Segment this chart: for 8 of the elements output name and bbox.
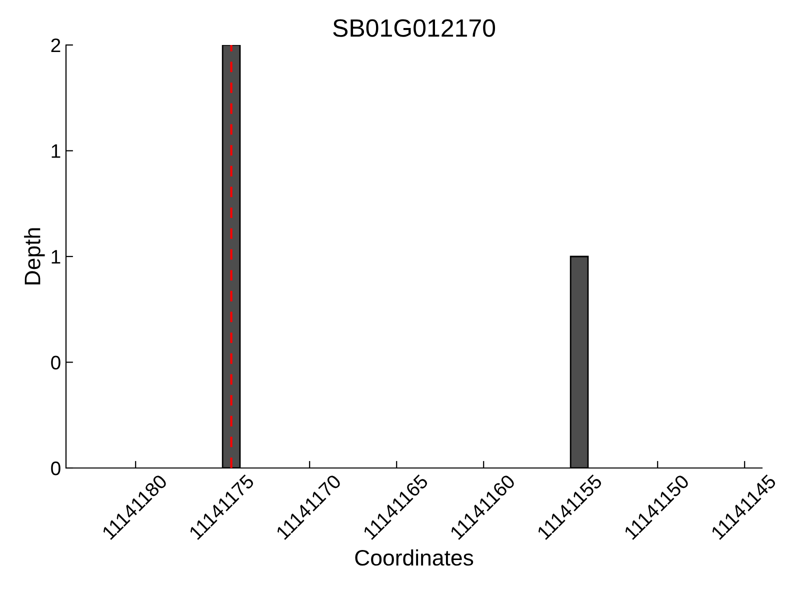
y-tick-label: 1 [52,250,60,264]
chart-title: SB01G012170 [333,19,496,37]
x-axis-title: Coordinates [355,549,474,566]
y-axis-title: Depth [24,228,45,284]
y-tick-label: 0 [51,461,60,476]
y-tick-label: 0 [51,356,60,370]
y-tick-label: 2 [51,38,60,52]
y-tick-label: 1 [52,144,60,158]
